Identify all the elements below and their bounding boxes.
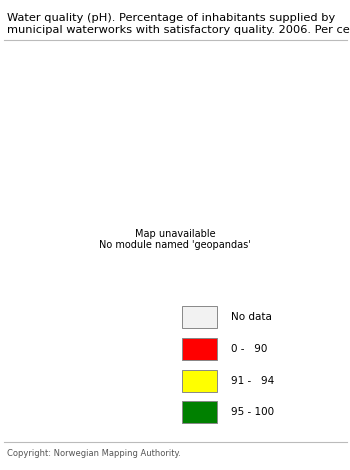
Text: Copyright: Norwegian Mapping Authority.: Copyright: Norwegian Mapping Authority. <box>7 449 181 458</box>
Text: municipal waterworks with satisfactory quality. 2006. Per cent: municipal waterworks with satisfactory q… <box>7 25 350 35</box>
Bar <box>182 306 217 328</box>
Bar <box>182 401 217 423</box>
Text: 95 - 100: 95 - 100 <box>231 407 274 417</box>
Text: No data: No data <box>231 312 272 321</box>
Text: 91 -   94: 91 - 94 <box>231 376 274 385</box>
Text: Map unavailable
No module named 'geopandas': Map unavailable No module named 'geopand… <box>99 229 251 251</box>
Bar <box>182 369 217 392</box>
Text: Water quality (pH). Percentage of inhabitants supplied by: Water quality (pH). Percentage of inhabi… <box>7 13 335 23</box>
Text: 0 -   90: 0 - 90 <box>231 344 267 353</box>
Bar <box>182 337 217 360</box>
